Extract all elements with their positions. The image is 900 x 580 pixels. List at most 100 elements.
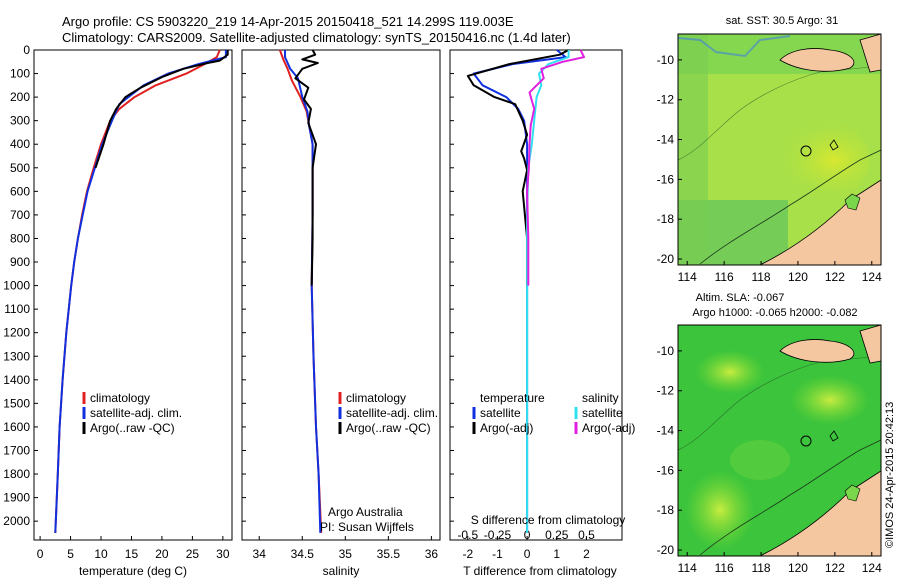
difference-legend: temperature salinity satellite Argo(-adj… — [472, 391, 635, 435]
s-tick-label: -0.5 — [457, 528, 478, 542]
salinity-panel — [241, 49, 441, 541]
argo-position-marker — [800, 145, 812, 157]
x-tick-label: 0 — [37, 547, 44, 561]
legend-label-satellite: satellite-adj. clim. — [346, 406, 438, 420]
series-line-t-argo-adj- — [466, 49, 570, 286]
legend-label-t-satellite: satellite — [480, 406, 521, 420]
x-tick-label: 34.5 — [291, 547, 315, 561]
map-y-tick-label: -20 — [657, 252, 675, 266]
x-tick-label: 15 — [125, 547, 139, 561]
x-tick-label: 0 — [524, 547, 531, 561]
map-y-tick-label: -20 — [657, 543, 675, 557]
legend-label-argo: Argo(..raw -QC) — [346, 421, 431, 435]
map-y-tick-label: -16 — [657, 463, 675, 477]
map-y-tick-label: -16 — [657, 172, 675, 186]
s-tick-label: -0.25 — [484, 528, 512, 542]
series-line-argo-raw-qc- — [294, 49, 319, 286]
x-tick-label: 30 — [216, 547, 230, 561]
map-y-tick-label: -14 — [657, 133, 675, 147]
series-line-satellite-adj-clim- — [284, 50, 322, 533]
legend-header-temperature: temperature — [480, 391, 545, 405]
s-tick-label: 0 — [524, 528, 531, 542]
difference-panel — [449, 49, 623, 541]
temperature-plot: 0 5 10 15 20 25 30 — [37, 49, 230, 561]
salinity-xlabel: salinity — [323, 564, 360, 578]
x-tick-label: 36 — [425, 547, 439, 561]
map-y-tick-label: -14 — [657, 424, 675, 438]
depth-tick-label: 900 — [10, 255, 30, 269]
salinity-legend: climatology satellite-adj. clim. Argo(..… — [338, 391, 438, 435]
depth-tick-label: 1800 — [3, 467, 30, 481]
argo-position-marker — [800, 435, 812, 447]
x-tick-label: 5 — [67, 547, 74, 561]
depth-tick-label: 600 — [10, 184, 30, 198]
map-x-tick-label: 124 — [862, 561, 882, 575]
imos-watermark: ©IMOS 24-Apr-2015 20:42:13 — [884, 402, 896, 548]
sla-map-title-line2: Argo h1000: -0.065 h2000: -0.082 — [692, 307, 857, 319]
series-line-s-satellite — [526, 50, 570, 533]
legend-label-climatology: climatology — [90, 391, 150, 405]
depth-tick-label: 1400 — [3, 373, 30, 387]
depth-tick-label: 300 — [10, 114, 30, 128]
map-x-tick-label: 116 — [715, 270, 734, 284]
x-tick-label: 20 — [155, 547, 169, 561]
depth-tick-label: 0 — [23, 43, 30, 57]
temperature-xlabel: temperature (deg C) — [79, 564, 187, 578]
x-tick-label: 10 — [94, 547, 108, 561]
series-line-s-argo-adj- — [526, 49, 585, 286]
s-tick-label: 0.5 — [578, 528, 595, 542]
sst-map — [678, 34, 881, 265]
depth-tick-label: 2000 — [3, 514, 30, 528]
map-x-tick-label: 124 — [862, 270, 882, 284]
difference-plot: -2 -1 0 1 2 -0.5 -0.25 0 0.25 0.5 — [457, 49, 595, 561]
x-tick-label: -1 — [492, 547, 503, 561]
argo-australia-label: Argo Australia — [328, 505, 403, 519]
salinity-plot: 34 34.5 35 35.5 36 — [253, 49, 439, 561]
legend-label-argo: Argo(..raw -QC) — [90, 421, 175, 435]
difference-s-label: S difference from climatology — [471, 513, 626, 527]
map-y-tick-label: -18 — [657, 212, 675, 226]
header-line2: Climatology: CARS2009. Satellite-adjuste… — [62, 30, 571, 45]
temperature-legend: climatology satellite-adj. clim. Argo(..… — [82, 391, 182, 435]
difference-xlabel: T difference from climatology — [463, 564, 617, 578]
temperature-panel — [33, 49, 233, 541]
x-tick-label: -2 — [462, 547, 473, 561]
map-x-tick-label: 120 — [788, 270, 808, 284]
x-tick-label: 35.5 — [377, 547, 401, 561]
depth-tick-label: 700 — [10, 208, 30, 222]
legend-label-climatology: climatology — [346, 391, 406, 405]
s-tick-label: 0.25 — [545, 528, 569, 542]
depth-tick-label: 1100 — [4, 302, 30, 316]
x-tick-label: 2 — [583, 547, 590, 561]
depth-tick-label: 100 — [10, 67, 30, 81]
depth-tick-label: 1600 — [3, 420, 30, 434]
map-x-tick-label: 120 — [788, 561, 808, 575]
depth-tick-label: 1700 — [3, 443, 30, 457]
map-x-tick-label: 122 — [825, 270, 845, 284]
map-x-tick-label: 116 — [715, 561, 734, 575]
sla-map — [678, 325, 881, 556]
x-tick-label: 1 — [553, 547, 560, 561]
x-tick-label: 25 — [186, 547, 200, 561]
map-x-tick-label: 114 — [678, 561, 697, 575]
series-line-argo-raw-qc- — [94, 50, 229, 169]
map-x-tick-label: 114 — [678, 270, 697, 284]
map-x-tick-label: 122 — [825, 561, 845, 575]
depth-tick-label: 1500 — [3, 396, 30, 410]
sst-map-frame — [677, 33, 882, 266]
depth-tick-label: 800 — [10, 231, 30, 245]
legend-label-s-argo: Argo(-adj) — [582, 421, 635, 435]
depth-tick-label: 200 — [10, 90, 30, 104]
sla-map-title-line1: Altim. SLA: -0.067 — [696, 292, 785, 304]
map-y-tick-label: -12 — [657, 93, 675, 107]
map-x-tick-label: 118 — [751, 561, 770, 575]
depth-tick-label: 1900 — [3, 491, 30, 505]
map-y-tick-label: -10 — [657, 344, 675, 358]
map-y-tick-label: -18 — [657, 503, 675, 517]
sst-map-title: sat. SST: 30.5 Argo: 31 — [726, 15, 839, 27]
depth-tick-label: 1300 — [3, 349, 30, 363]
depth-axis: 0 100 200 300 400 500 600 700 800 900 1000 1100 1200… — [3, 43, 454, 528]
x-tick-label: 34 — [253, 547, 267, 561]
